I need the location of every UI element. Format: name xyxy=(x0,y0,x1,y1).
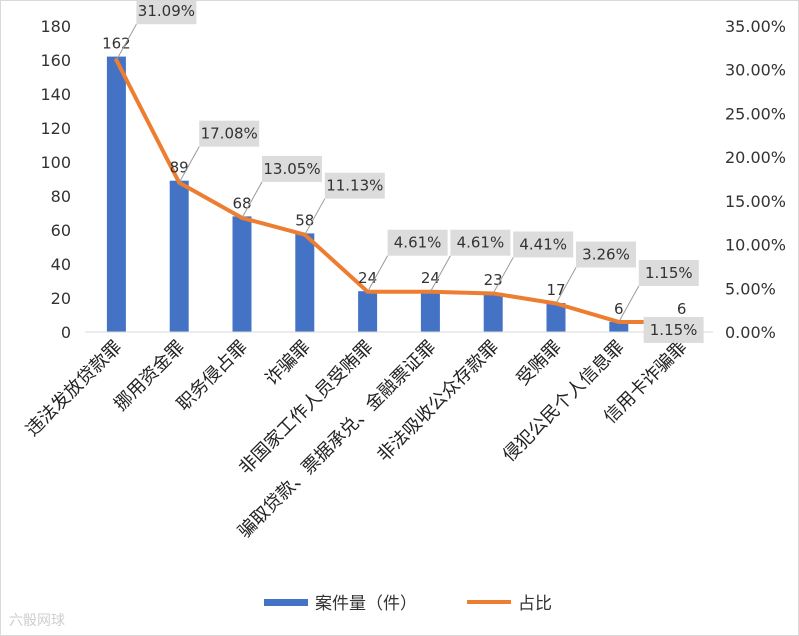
percent-label-box xyxy=(324,172,385,199)
bar-value-label: 6 xyxy=(614,300,624,318)
percent-label-box xyxy=(513,231,574,258)
percent-label: 3.26% xyxy=(582,245,630,263)
data-labels: 162 89 68 58 24 24 23 17 6 6 31.09% 17.08% 13.05% 11.… xyxy=(102,1,704,343)
bar xyxy=(169,180,189,332)
y-right-tick-label: 10.00% xyxy=(725,236,786,255)
bar xyxy=(483,292,503,332)
percent-label: 1.15% xyxy=(650,321,698,339)
percent-label-box xyxy=(576,241,636,268)
y-axis-left: 0 20 40 60 80 100 120 140 160 180 xyxy=(40,17,71,342)
percent-label-box xyxy=(262,155,322,182)
legend: 案件量（件） 占比 xyxy=(264,594,552,614)
legend-label-line: 占比 xyxy=(518,594,552,614)
bar xyxy=(546,303,566,332)
y-left-tick-label: 40 xyxy=(51,255,71,274)
y-left-tick-label: 60 xyxy=(51,221,71,240)
y-left-tick-label: 0 xyxy=(61,323,71,342)
bar-value-label: 58 xyxy=(295,211,314,229)
y-left-tick-label: 160 xyxy=(40,51,71,70)
y-left-tick-label: 100 xyxy=(40,153,71,172)
category-label: 非法吸收公众存款罪 xyxy=(373,337,502,466)
percent-label-box xyxy=(450,229,511,256)
category-label: 违法发放贷款罪 xyxy=(22,337,126,441)
bar-value-label: 89 xyxy=(170,159,189,177)
y-right-tick-label: 0.00% xyxy=(725,323,776,342)
leader-line xyxy=(241,181,263,219)
percent-label-box xyxy=(136,1,197,25)
y-left-tick-label: 20 xyxy=(51,289,71,308)
bar-value-label: 6 xyxy=(677,300,687,318)
percent-label: 4.41% xyxy=(519,235,567,253)
percent-label: 31.09% xyxy=(138,2,195,20)
percent-label: 4.61% xyxy=(394,234,442,252)
y-right-tick-label: 15.00% xyxy=(725,192,786,211)
bar xyxy=(420,291,440,332)
category-label: 受贿罪 xyxy=(513,337,566,390)
bar-value-label: 17 xyxy=(546,281,565,299)
legend-swatch-bar xyxy=(264,599,308,606)
leader-line xyxy=(304,198,326,235)
y-right-tick-label: 35.00% xyxy=(725,17,786,36)
y-right-tick-label: 5.00% xyxy=(725,279,776,298)
bar-value-label: 24 xyxy=(421,269,440,287)
leader-line xyxy=(555,267,577,304)
leader-line xyxy=(492,257,514,294)
bar-value-label: 23 xyxy=(484,271,503,289)
percent-label-box xyxy=(199,120,260,147)
leader-line xyxy=(178,146,200,183)
bar-value-label: 162 xyxy=(102,35,131,53)
line-path xyxy=(114,58,684,324)
legend-label-bar: 案件量（件） xyxy=(315,594,417,614)
percent-label: 11.13% xyxy=(326,177,383,195)
bar xyxy=(106,56,126,332)
y-axis-right: 0.00% 5.00% 10.00% 15.00% 20.00% 25.00% 30.00%… xyxy=(725,17,786,342)
y-left-tick-label: 180 xyxy=(40,17,71,36)
bar xyxy=(609,321,629,332)
percent-label-box xyxy=(638,259,699,286)
leader-line xyxy=(618,285,640,323)
y-right-tick-label: 20.00% xyxy=(725,148,786,167)
y-right-tick-label: 30.00% xyxy=(725,61,786,80)
category-label: 侵犯公民个人信息罪 xyxy=(499,337,628,466)
percent-label: 1.15% xyxy=(645,264,693,282)
bar xyxy=(295,233,315,332)
y-left-tick-label: 140 xyxy=(40,85,71,104)
y-left-tick-label: 80 xyxy=(51,187,71,206)
bar-value-label: 24 xyxy=(358,269,377,287)
bar-value-label: 68 xyxy=(232,194,251,212)
bar xyxy=(232,216,252,332)
line-series xyxy=(114,58,684,324)
percent-label-box xyxy=(387,229,448,256)
y-right-tick-label: 25.00% xyxy=(725,104,786,123)
percent-label: 4.61% xyxy=(457,234,505,252)
watermark: 六骰网球 xyxy=(9,613,65,629)
percent-label: 13.05% xyxy=(263,160,320,178)
leader-line xyxy=(115,23,137,61)
leader-line xyxy=(429,255,451,292)
percent-label-box xyxy=(643,316,704,343)
category-label: 诈骗罪 xyxy=(261,337,314,390)
y-left-tick-label: 120 xyxy=(40,119,71,138)
percent-label: 17.08% xyxy=(201,125,258,143)
bar xyxy=(358,291,378,332)
leader-line xyxy=(367,255,389,292)
